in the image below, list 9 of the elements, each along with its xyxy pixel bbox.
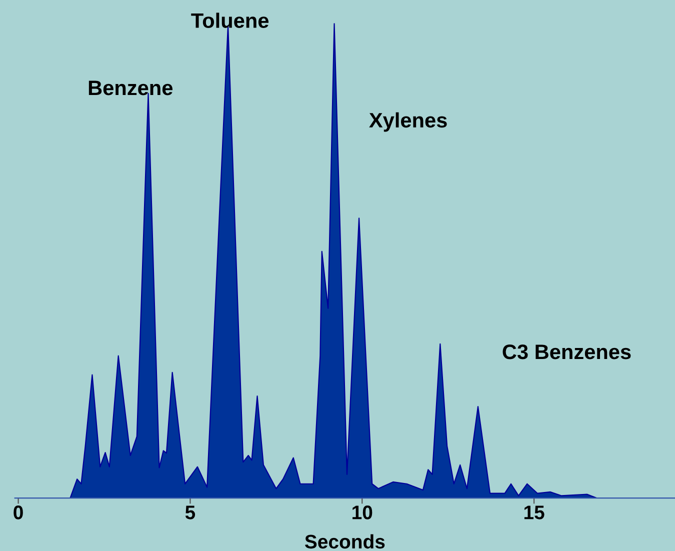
annotation: Xylenes [369, 112, 447, 132]
annotation: C3 Benzenes [502, 344, 631, 360]
x-tick-label: 0 [14, 506, 23, 520]
x-tick-label: 5 [185, 506, 196, 520]
x-tick-label: 15 [524, 506, 544, 520]
annotation: Benzene [88, 80, 173, 96]
x-axis-title: Seconds [304, 534, 385, 549]
x-tick-label: 10 [352, 506, 372, 520]
annotation: Toluene [191, 12, 269, 28]
